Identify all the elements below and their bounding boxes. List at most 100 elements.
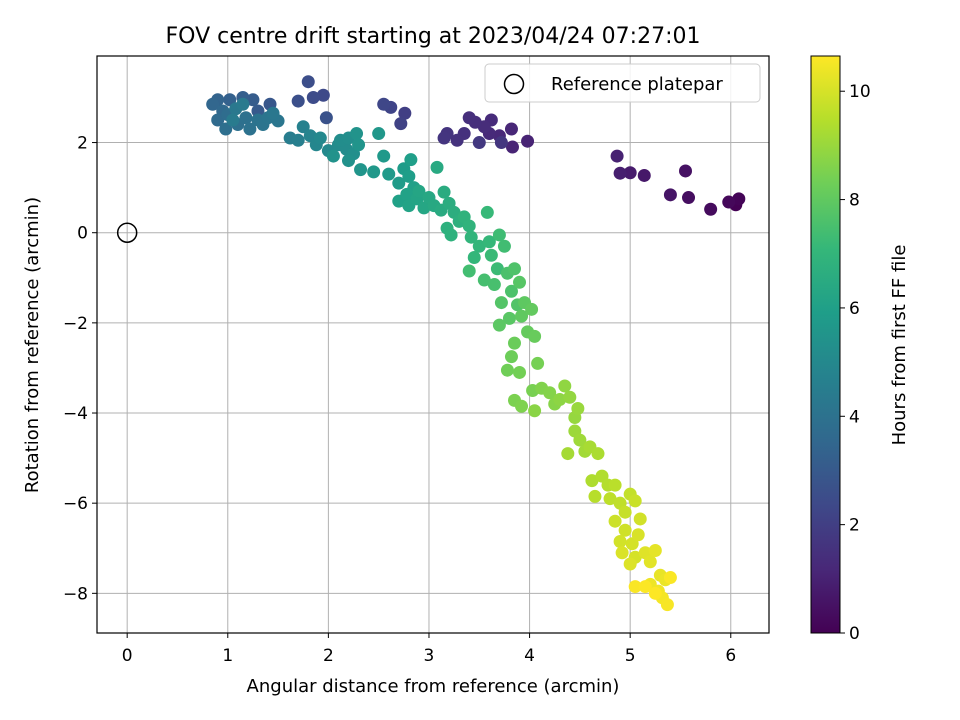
data-point: [206, 97, 220, 111]
data-point: [497, 239, 511, 253]
data-point: [531, 356, 545, 370]
x-tick-label: 4: [524, 646, 535, 666]
data-point: [444, 228, 458, 242]
data-point: [437, 185, 451, 199]
data-point: [472, 136, 486, 150]
data-point: [487, 278, 501, 292]
data-point: [504, 284, 518, 298]
data-point: [394, 117, 408, 131]
y-tick-label: −2: [63, 314, 88, 334]
data-point: [558, 379, 572, 393]
data-point: [618, 505, 632, 519]
data-point: [603, 492, 617, 506]
legend-entry: Reference platepar: [551, 74, 723, 95]
data-point: [505, 140, 519, 154]
data-point: [246, 93, 260, 107]
data-point: [462, 111, 476, 125]
data-point: [637, 168, 651, 182]
data-point: [628, 580, 642, 594]
data-point: [316, 88, 330, 102]
data-point: [319, 111, 333, 125]
data-point: [243, 122, 257, 136]
colorbar-tick-label: 0: [849, 624, 860, 644]
data-point: [482, 235, 496, 249]
data-point: [663, 571, 677, 585]
data-point: [553, 392, 567, 406]
data-point: [633, 512, 647, 526]
data-point: [732, 192, 746, 206]
data-point: [679, 164, 693, 178]
data-point: [472, 239, 486, 253]
data-point: [450, 133, 464, 147]
data-point: [648, 586, 662, 600]
x-tick-label: 1: [222, 646, 233, 666]
data-point: [615, 546, 629, 560]
y-tick-label: −8: [63, 584, 88, 604]
data-point: [464, 230, 478, 244]
data-point: [623, 557, 637, 571]
legend-marker: [503, 73, 525, 95]
data-point: [563, 390, 577, 404]
data-point: [412, 184, 426, 198]
data-point: [404, 153, 418, 167]
data-point: [239, 111, 253, 125]
data-point: [354, 163, 368, 177]
data-point: [398, 106, 412, 120]
x-tick-label: 6: [725, 646, 736, 666]
data-point: [372, 127, 386, 141]
y-tick-label: 0: [77, 224, 88, 244]
y-tick-label: 2: [77, 134, 88, 154]
data-point: [494, 136, 508, 150]
data-point: [543, 386, 557, 400]
x-tick-label: 2: [323, 646, 334, 666]
colorbar: [810, 55, 841, 634]
data-point: [515, 309, 529, 323]
x-tick-label: 3: [424, 646, 435, 666]
colorbar-ticks: 0 2 4 6 8 10: [840, 82, 871, 644]
data-point: [367, 165, 381, 179]
data-point: [484, 248, 498, 262]
data-point: [350, 127, 364, 141]
data-point: [291, 133, 305, 147]
data-point: [513, 275, 527, 289]
data-point: [377, 149, 391, 163]
legend: Reference platepar: [484, 63, 761, 103]
data-point: [515, 399, 529, 413]
data-point: [660, 598, 674, 612]
plot-frame: [96, 55, 770, 634]
chart-title: FOV centre drift starting at 2023/04/24 …: [166, 24, 701, 49]
data-point: [561, 447, 575, 461]
data-point: [513, 365, 527, 379]
data-point: [525, 302, 539, 316]
x-tick-label: 5: [625, 646, 636, 666]
data-point: [663, 188, 677, 202]
data-point: [610, 149, 624, 163]
colorbar-label: Hours from first FF file: [889, 245, 910, 446]
data-point: [585, 474, 599, 488]
data-point: [492, 228, 506, 242]
data-point: [382, 167, 396, 181]
data-point: [608, 478, 622, 492]
x-axis-label: Angular distance from reference (arcmin): [247, 676, 620, 697]
reference-marker: [116, 222, 138, 243]
data-point: [638, 580, 652, 594]
data-point: [628, 494, 642, 508]
data-point: [648, 544, 662, 558]
data-point: [326, 149, 340, 163]
data-point: [417, 201, 431, 215]
x-axis-ticks: 0 1 2 3 4 5 6: [122, 633, 736, 666]
data-point: [502, 311, 516, 325]
data-point: [219, 122, 233, 136]
data-point: [392, 176, 406, 190]
data-point: [573, 433, 587, 447]
data-point: [296, 120, 310, 134]
data-point: [352, 138, 366, 152]
reference-point: [116, 222, 138, 243]
data-point: [402, 169, 416, 183]
data-point: [507, 336, 521, 350]
y-axis-ticks: −8 −6 −4 −2 0 2: [63, 134, 97, 604]
y-tick-label: −4: [63, 404, 88, 424]
colorbar-tick-label: 4: [849, 407, 860, 427]
data-point: [608, 514, 622, 528]
